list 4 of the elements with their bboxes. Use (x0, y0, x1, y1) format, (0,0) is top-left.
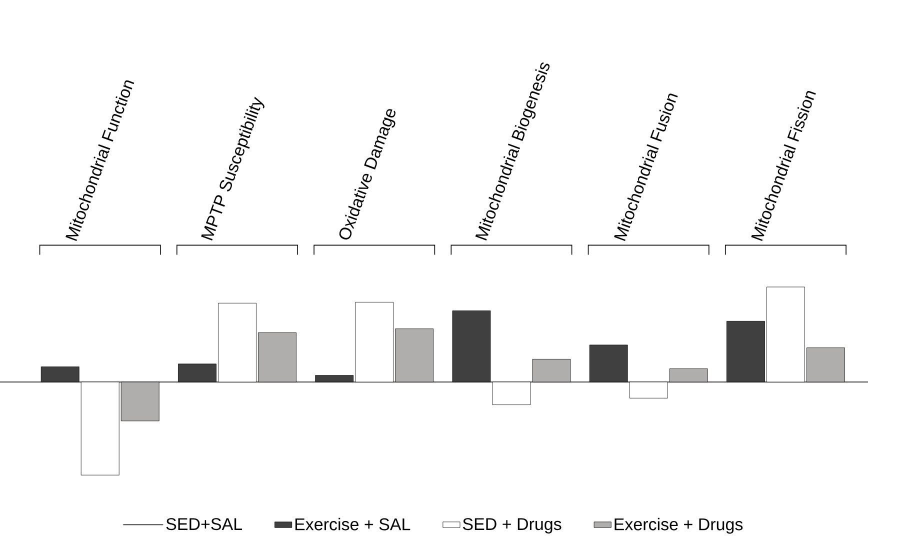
legend-label: Exercise + SAL (295, 518, 410, 530)
legend-label: SED + Drugs (462, 518, 562, 534)
legend-label: SED+SAL (166, 518, 242, 530)
legend-label: Exercise + Drugs (614, 518, 743, 534)
